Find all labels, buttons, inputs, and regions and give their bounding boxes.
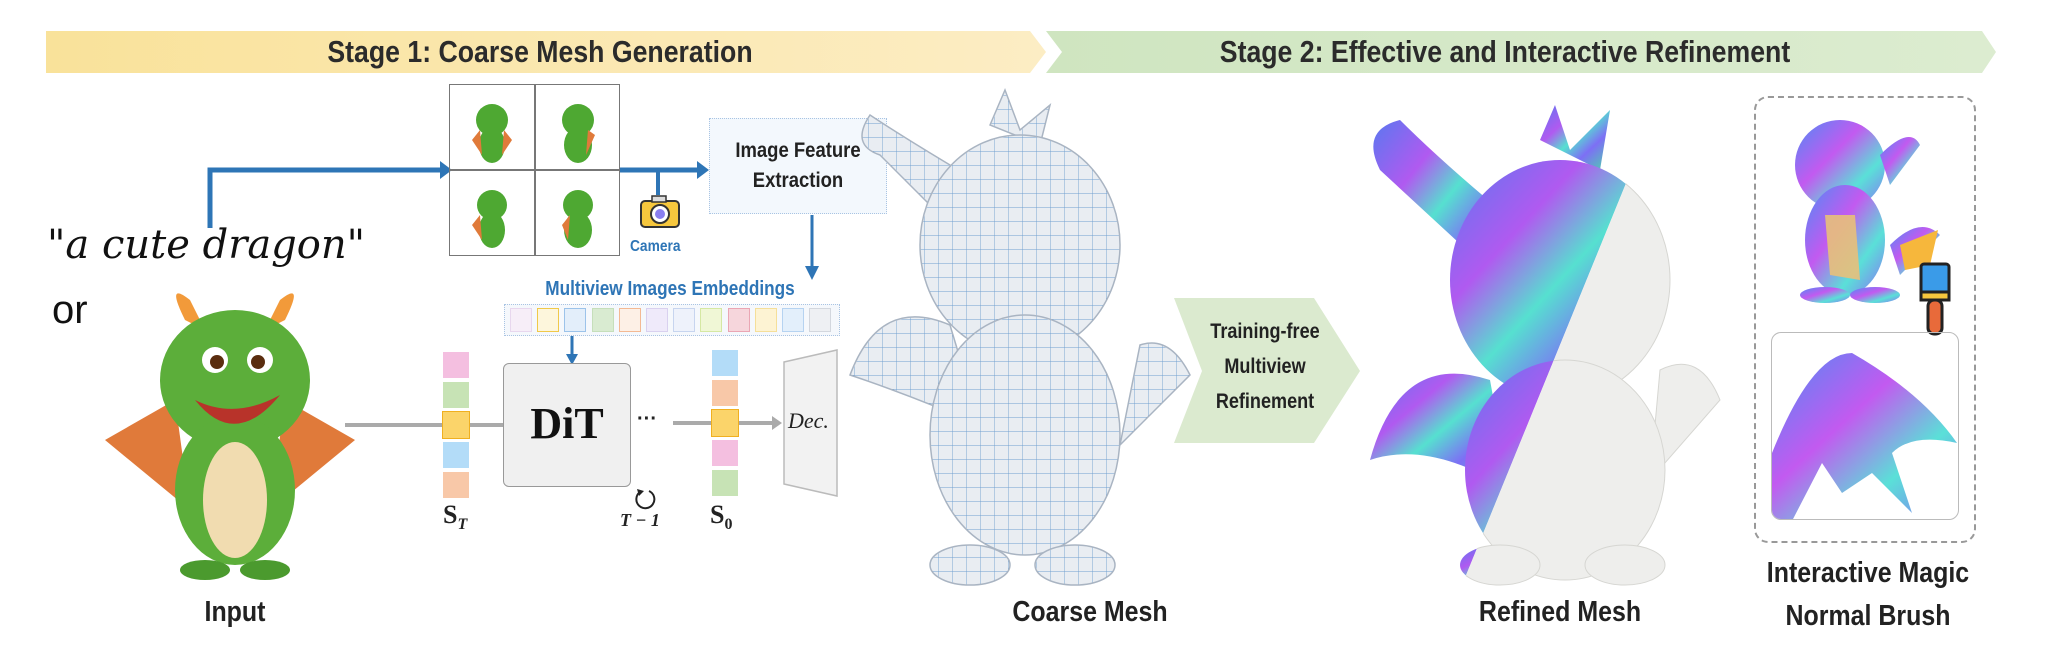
embedding-token — [809, 308, 832, 332]
embedding-token — [700, 308, 723, 332]
latent-token — [712, 470, 738, 496]
embedding-token — [591, 308, 614, 332]
stage2-title: Stage 2: Effective and Interactive Refin… — [1219, 34, 1791, 69]
latent-token — [712, 380, 738, 406]
camera-label: Camera — [630, 238, 681, 255]
embedding-token — [646, 308, 668, 332]
camera-icon — [640, 195, 680, 228]
latent-token — [443, 442, 469, 468]
s-t-label: ST — [443, 500, 468, 534]
latent-token — [443, 472, 469, 498]
coarse-mesh-caption: Coarse Mesh — [1012, 596, 1168, 628]
input-dragon-image — [105, 293, 355, 580]
input-caption: Input — [204, 596, 266, 628]
or-label: or — [52, 288, 88, 332]
embedding-token — [754, 308, 777, 332]
embedding-token — [537, 308, 560, 332]
latent-token — [442, 411, 470, 439]
view-dragon-thumbnails — [472, 104, 595, 248]
embedding-token — [782, 308, 804, 332]
flow-arrows — [207, 161, 819, 280]
embedding-token — [564, 308, 587, 332]
multiview-image-grid — [449, 84, 620, 256]
wing-detail-image — [1772, 353, 1957, 519]
coarse-mesh-image — [849, 87, 1191, 586]
latent-token — [443, 382, 469, 408]
latent-token — [712, 440, 738, 466]
embedding-token — [618, 308, 641, 332]
latent-token — [711, 409, 739, 437]
loop-arrow-icon — [635, 489, 656, 510]
ellipsis: ··· — [637, 408, 657, 430]
text-prompt: "a cute dragon" — [47, 222, 366, 268]
refinement-step-arrow — [1174, 298, 1360, 443]
embedding-token — [727, 308, 750, 332]
stage2-banner — [1046, 31, 1996, 73]
refinement-step-label: Training-free Multiview Refinement — [1210, 320, 1320, 413]
decoder-label: Dec. — [788, 408, 829, 433]
feature-box-line2: Extraction — [752, 169, 844, 192]
paintbrush-icon — [1919, 262, 1951, 336]
feature-box-line1: Image Feature — [735, 139, 861, 162]
strip-to-dit-arrow — [345, 336, 782, 430]
embedding-token — [510, 308, 532, 332]
loop-label: T − 1 — [620, 510, 660, 530]
refined-mesh-image — [1370, 104, 1721, 586]
latent-token — [443, 352, 469, 378]
embedding-token — [673, 308, 696, 332]
stage1-banner — [46, 31, 1996, 73]
decoder-block — [783, 349, 838, 497]
image-feature-extraction-box: Image Feature Extraction — [709, 118, 887, 214]
brush-detail-inset — [1771, 332, 1959, 520]
stage1-title: Stage 1: Coarse Mesh Generation — [327, 34, 753, 69]
dit-block[interactable]: DiT — [503, 363, 631, 487]
dit-label: DiT — [530, 399, 604, 448]
embeddings-label: Multiview Images Embeddings — [545, 278, 795, 300]
brush-dragon-image — [1795, 120, 1940, 303]
refined-mesh-caption: Refined Mesh — [1478, 596, 1642, 628]
embedding-token-strip — [504, 304, 840, 336]
brush-caption: Interactive Magic Normal Brush — [1766, 557, 1970, 632]
magic-brush-panel — [1754, 96, 1976, 543]
latent-token — [712, 350, 738, 376]
s-0-label: S0 — [710, 500, 733, 534]
